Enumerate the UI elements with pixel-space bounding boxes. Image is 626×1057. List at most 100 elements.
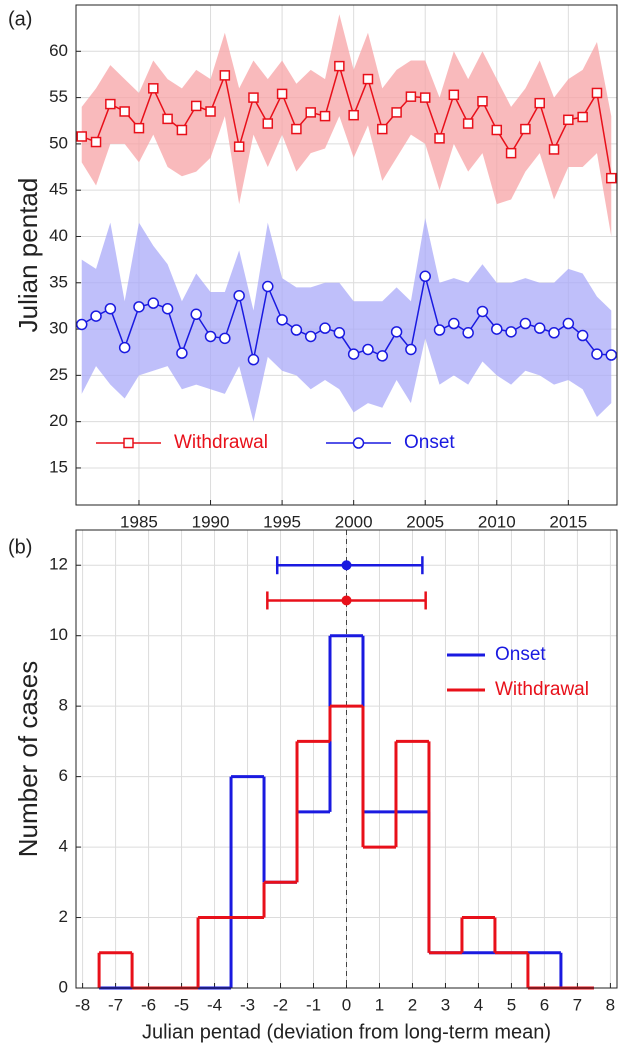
x-tick-label: 1995 bbox=[263, 512, 301, 531]
marker bbox=[419, 92, 431, 103]
marker bbox=[204, 330, 217, 343]
x-tick-label: -4 bbox=[207, 995, 222, 1014]
marker bbox=[419, 270, 431, 283]
marker bbox=[434, 133, 445, 144]
marker bbox=[219, 332, 231, 345]
marker bbox=[505, 326, 517, 338]
marker bbox=[476, 305, 489, 318]
marker bbox=[304, 330, 317, 343]
marker bbox=[291, 123, 302, 135]
y-tick-label: 50 bbox=[49, 133, 68, 152]
x-tick-label: 1985 bbox=[120, 512, 158, 531]
y-tick-label: 25 bbox=[49, 365, 68, 384]
marker bbox=[262, 118, 274, 129]
marker bbox=[534, 97, 545, 109]
y-tick-label: 2 bbox=[59, 907, 68, 926]
marker bbox=[591, 348, 603, 360]
panel-label: (b) bbox=[8, 536, 32, 558]
marker bbox=[219, 70, 231, 81]
marker bbox=[319, 322, 331, 334]
marker bbox=[233, 289, 245, 302]
legend-marker bbox=[123, 437, 134, 449]
marker bbox=[533, 322, 546, 334]
marker bbox=[390, 326, 403, 338]
marker bbox=[405, 91, 417, 102]
y-tick-label: 60 bbox=[49, 41, 68, 60]
x-tick-label: -2 bbox=[273, 995, 288, 1014]
y-tick-label: 20 bbox=[49, 411, 68, 430]
marker bbox=[119, 106, 130, 117]
marker bbox=[90, 136, 102, 148]
legend-label: Onset bbox=[404, 432, 455, 453]
y-tick-label: 8 bbox=[59, 696, 68, 715]
marker bbox=[104, 302, 117, 315]
x-tick-label: -6 bbox=[141, 995, 156, 1014]
uncertainty-band bbox=[81, 14, 612, 237]
marker bbox=[519, 317, 532, 330]
marker bbox=[233, 141, 245, 152]
y-tick-label: 30 bbox=[49, 319, 68, 338]
marker bbox=[176, 124, 188, 136]
marker bbox=[118, 341, 131, 354]
marker bbox=[262, 280, 274, 293]
marker bbox=[176, 347, 188, 359]
marker bbox=[477, 96, 488, 107]
marker bbox=[305, 107, 316, 118]
marker bbox=[577, 111, 588, 123]
y-tick-label: 0 bbox=[59, 977, 68, 996]
x-tick-label: -7 bbox=[108, 995, 123, 1014]
y-tick-label: 45 bbox=[49, 180, 68, 199]
marker bbox=[276, 88, 288, 100]
y-tick-label: 40 bbox=[49, 226, 68, 245]
marker bbox=[334, 60, 345, 72]
marker bbox=[147, 297, 160, 309]
marker bbox=[548, 144, 560, 155]
uncertainty-band bbox=[81, 217, 612, 422]
marker bbox=[391, 107, 402, 118]
marker bbox=[491, 323, 503, 335]
marker bbox=[433, 324, 446, 336]
marker bbox=[190, 308, 202, 321]
plot-frame bbox=[75, 4, 618, 506]
marker bbox=[462, 327, 474, 339]
x-tick-label: 2000 bbox=[335, 512, 373, 531]
x-tick-label: 6 bbox=[540, 995, 549, 1014]
marker bbox=[90, 310, 102, 322]
marker bbox=[133, 122, 145, 134]
marker bbox=[563, 114, 574, 126]
marker bbox=[591, 87, 603, 99]
marker bbox=[162, 113, 173, 125]
marker bbox=[290, 324, 303, 336]
marker bbox=[75, 318, 88, 331]
y-tick-label: 4 bbox=[59, 837, 68, 856]
marker bbox=[347, 348, 360, 360]
x-tick-label: 1990 bbox=[192, 512, 230, 531]
marker bbox=[105, 98, 116, 110]
marker bbox=[405, 343, 417, 356]
legend-label: Onset bbox=[495, 644, 546, 665]
marker bbox=[362, 73, 374, 85]
y-tick-label: 6 bbox=[59, 766, 68, 785]
x-tick-label: 2015 bbox=[549, 512, 587, 531]
y-tick-label: 12 bbox=[49, 555, 68, 574]
marker bbox=[491, 124, 503, 136]
marker bbox=[276, 314, 288, 326]
y-tick-label: 55 bbox=[49, 87, 68, 106]
y-axis-label: Number of cases bbox=[13, 661, 43, 858]
x-tick-label: 2005 bbox=[406, 512, 444, 531]
x-tick-label: -1 bbox=[306, 995, 321, 1014]
x-tick-label: 1 bbox=[375, 995, 384, 1014]
marker bbox=[148, 83, 159, 94]
legend-label: Withdrawal bbox=[174, 432, 268, 453]
y-axis-label: Julian pentad bbox=[13, 178, 43, 333]
marker bbox=[190, 100, 202, 112]
x-axis-label: Julian pentad (deviation from long-term … bbox=[142, 1021, 551, 1043]
x-tick-label: -3 bbox=[240, 995, 255, 1014]
x-tick-label: 8 bbox=[606, 995, 615, 1014]
marker bbox=[548, 327, 560, 339]
marker bbox=[348, 109, 359, 121]
x-tick-label: 7 bbox=[573, 995, 582, 1014]
panel-label: (a) bbox=[8, 8, 32, 30]
marker bbox=[605, 349, 618, 361]
marker bbox=[448, 89, 460, 101]
